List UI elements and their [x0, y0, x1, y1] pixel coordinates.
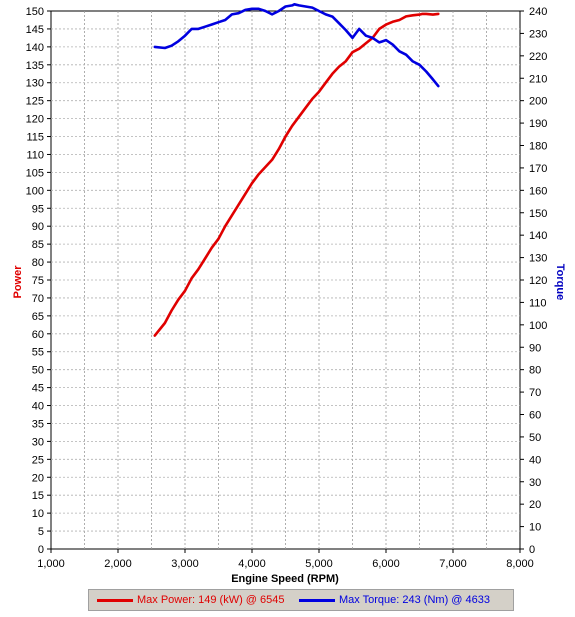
left-tick-label: 40 [32, 401, 44, 413]
x-tick-label: 4,000 [238, 558, 266, 570]
series-layer [153, 3, 440, 337]
legend-torque-label: Max Torque: 243 (Nm) @ 4633 [339, 594, 490, 606]
x-axis-ticks: 1,000 2,000 3,000 4,000 5,000 6,000 7,000 8,000 [37, 549, 534, 570]
legend: Max Power: 149 (kW) @ 6545 Max Torque: 2… [88, 589, 514, 611]
right-tick-label: 50 [529, 432, 541, 444]
right-tick-label: 0 [529, 544, 535, 556]
left-tick-label: 105 [26, 167, 44, 179]
right-tick-label: 210 [529, 73, 547, 85]
left-tick-label: 30 [32, 436, 44, 448]
left-tick-label: 5 [38, 526, 44, 538]
left-tick-label: 80 [32, 257, 44, 269]
x-tick-label: 2,000 [104, 558, 132, 570]
left-tick-label: 110 [26, 149, 44, 161]
left-tick-label: 0 [38, 544, 44, 556]
right-axis-ticks: 0 10 20 30 40 50 60 70 80 90 100 110 120 130 140 150 160… [520, 6, 547, 556]
left-tick-label: 55 [32, 347, 44, 359]
right-tick-label: 180 [529, 141, 547, 153]
power-swatch [97, 598, 133, 602]
right-tick-label: 100 [529, 320, 547, 332]
x-tick-label: 8,000 [506, 558, 534, 570]
left-tick-label: 70 [32, 293, 44, 305]
right-tick-label: 80 [529, 365, 541, 377]
right-tick-label: 190 [529, 118, 547, 130]
right-tick-label: 140 [529, 230, 547, 242]
torque-swatch [299, 598, 335, 602]
left-tick-label: 150 [26, 6, 44, 18]
left-tick-label: 125 [26, 96, 44, 108]
right-tick-label: 70 [529, 387, 541, 399]
left-tick-label: 10 [32, 508, 44, 520]
left-tick-label: 100 [26, 185, 44, 197]
left-tick-label: 20 [32, 472, 44, 484]
power-series-line [153, 12, 440, 337]
grid-lines [51, 11, 520, 549]
right-tick-label: 110 [529, 297, 547, 309]
left-tick-label: 85 [32, 239, 44, 251]
x-tick-label: 6,000 [372, 558, 400, 570]
left-tick-label: 95 [32, 203, 44, 215]
right-tick-label: 230 [529, 28, 547, 40]
left-tick-label: 145 [26, 24, 44, 36]
right-axis-title: Torque [554, 264, 566, 300]
right-tick-label: 60 [529, 410, 541, 422]
right-tick-label: 200 [529, 96, 547, 108]
left-tick-label: 35 [32, 418, 44, 430]
right-tick-label: 160 [529, 185, 547, 197]
right-tick-label: 150 [529, 208, 547, 220]
left-tick-label: 130 [26, 78, 44, 90]
right-tick-label: 120 [529, 275, 547, 287]
right-tick-label: 90 [529, 342, 541, 354]
torque-series-line [153, 3, 440, 88]
x-tick-label: 3,000 [171, 558, 199, 570]
legend-item-torque: Max Torque: 243 (Nm) @ 4633 [299, 594, 490, 606]
right-tick-label: 10 [529, 522, 541, 534]
left-tick-label: 25 [32, 454, 44, 466]
legend-power-label: Max Power: 149 (kW) @ 6545 [137, 594, 285, 606]
left-axis-title: Power [12, 265, 24, 299]
x-tick-label: 5,000 [305, 558, 333, 570]
x-tick-label: 7,000 [439, 558, 467, 570]
legend-item-power: Max Power: 149 (kW) @ 6545 [97, 594, 285, 606]
right-tick-label: 130 [529, 253, 547, 265]
left-tick-label: 135 [26, 60, 44, 72]
left-tick-label: 140 [26, 42, 44, 54]
left-tick-label: 115 [26, 132, 44, 144]
right-tick-label: 40 [529, 454, 541, 466]
x-axis-title: Engine Speed (RPM) [231, 573, 339, 585]
left-axis-ticks: 0 5 10 15 20 25 30 35 40 45 50 55 60 65 70 75 80 85 90 95 10… [26, 6, 51, 556]
left-tick-label: 75 [32, 275, 44, 287]
right-tick-label: 30 [529, 477, 541, 489]
right-tick-label: 240 [529, 6, 547, 18]
x-tick-label: 1,000 [37, 558, 65, 570]
left-tick-label: 45 [32, 383, 44, 395]
right-tick-label: 170 [529, 163, 547, 175]
right-tick-label: 220 [529, 51, 547, 63]
left-tick-label: 90 [32, 221, 44, 233]
right-tick-label: 20 [529, 499, 541, 511]
left-tick-label: 60 [32, 329, 44, 341]
left-tick-label: 65 [32, 311, 44, 323]
left-tick-label: 15 [32, 490, 44, 502]
left-tick-label: 120 [26, 114, 44, 126]
left-tick-label: 50 [32, 365, 44, 377]
